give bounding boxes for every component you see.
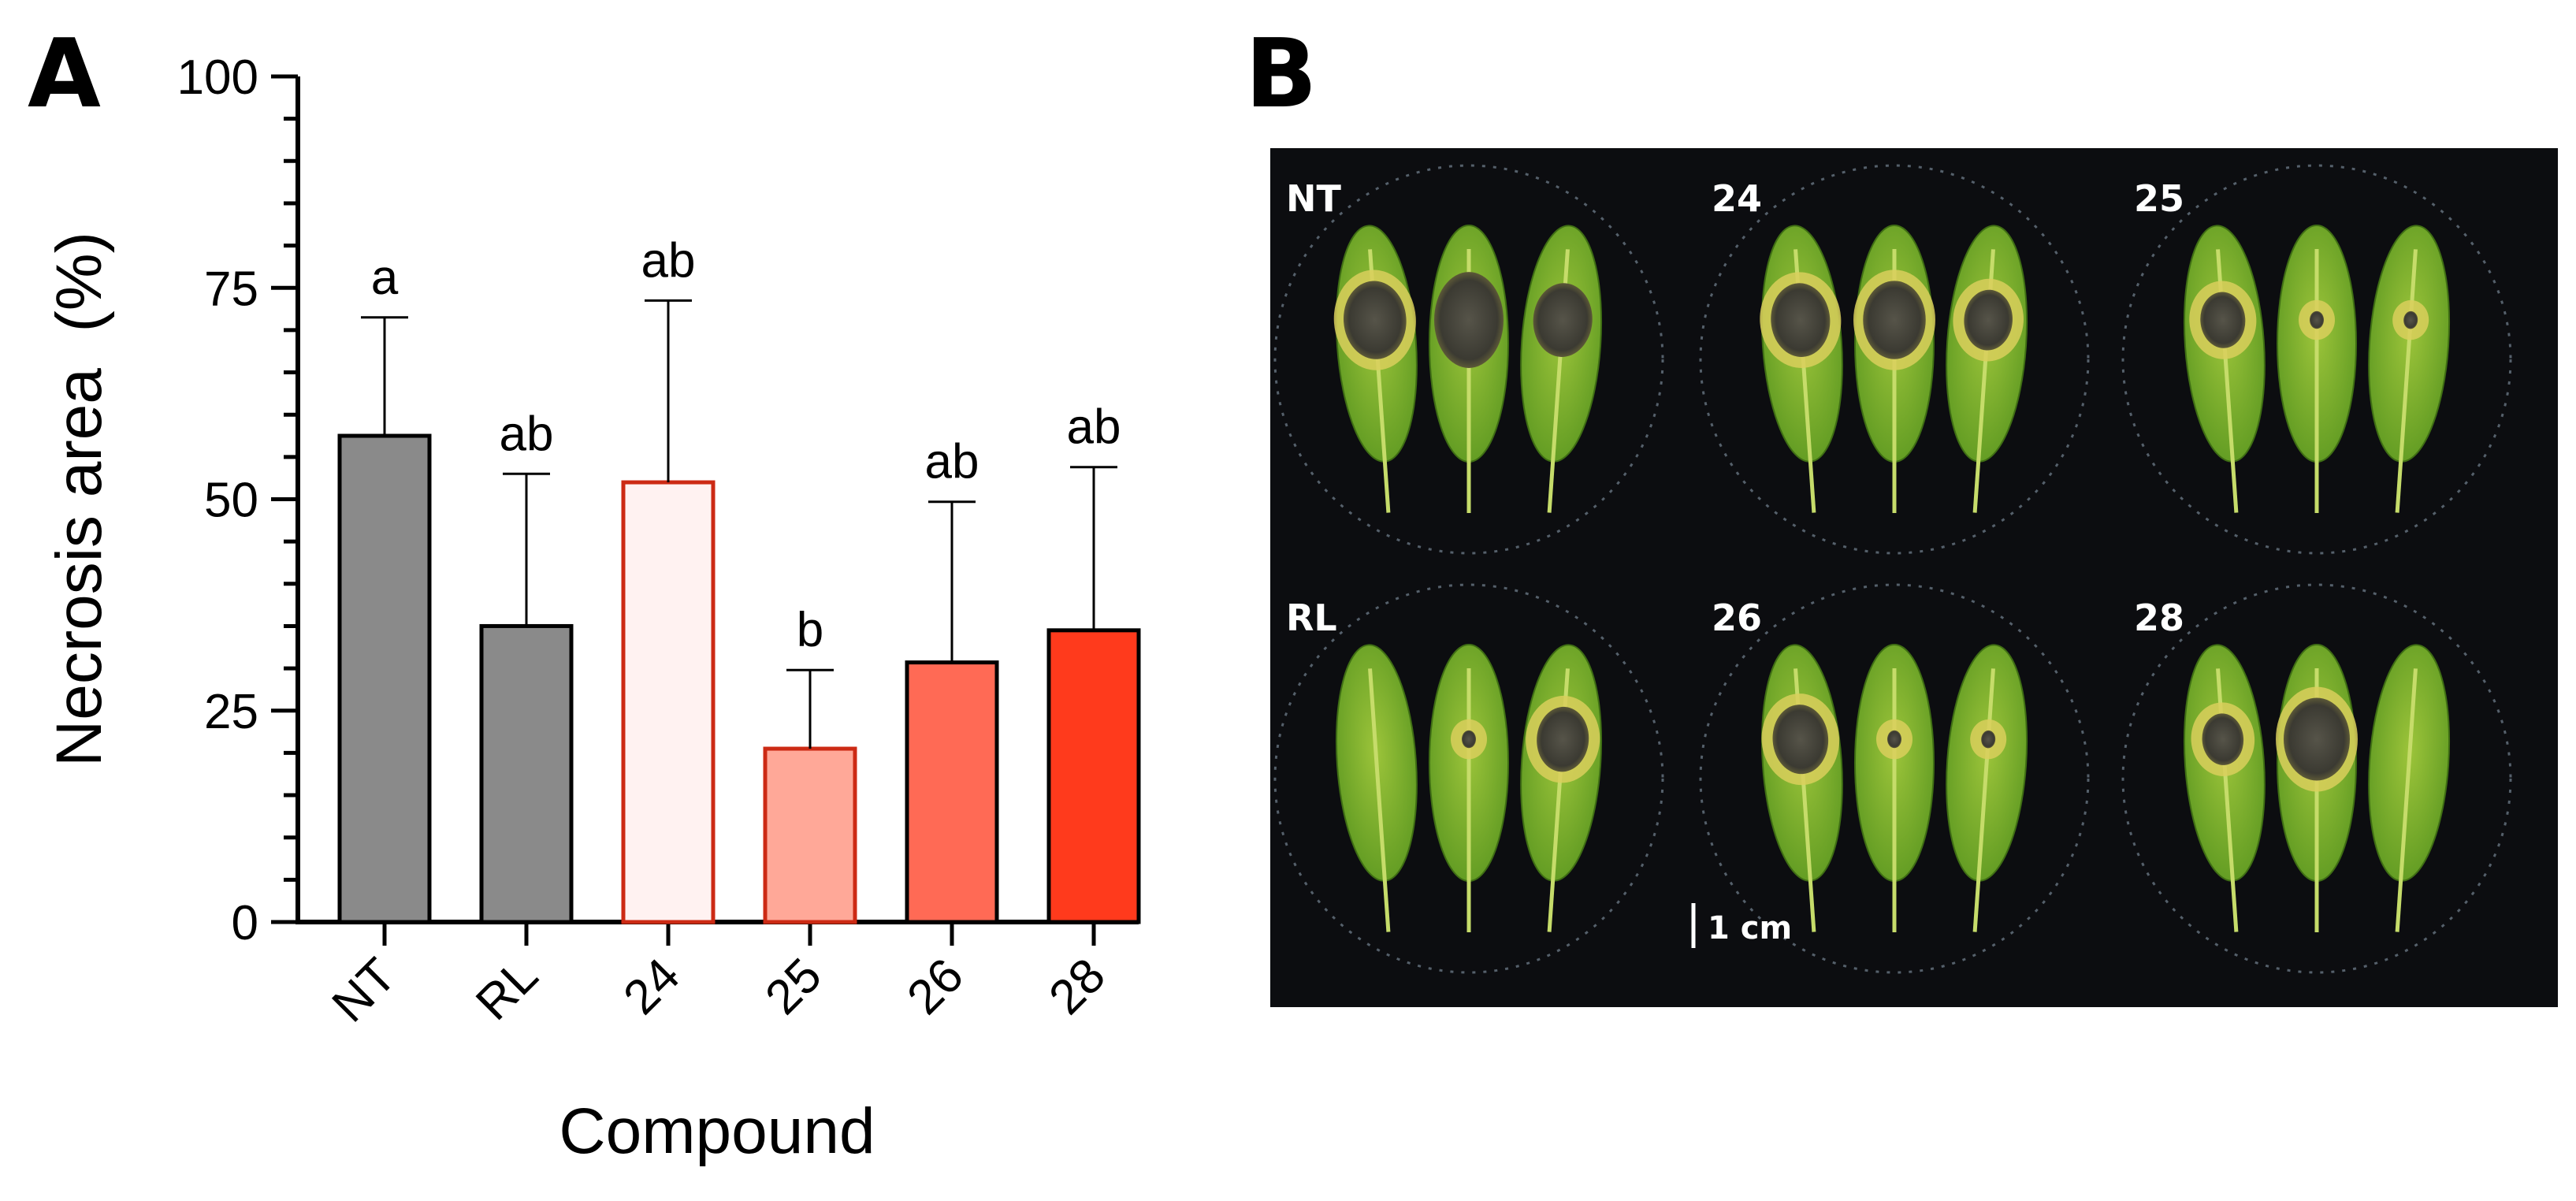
leaf — [1946, 225, 2028, 513]
panel-a: A 0 25 50 75 100 NT RL 24 25 26 28 a ab ab b ab ab Comp… — [0, 0, 1166, 1197]
scale-bar: 1 cm — [1691, 903, 1792, 948]
dish-label-NT: NT — [1286, 177, 1341, 220]
leaf — [2277, 225, 2357, 513]
y-tick-label: 75 — [204, 262, 258, 316]
leaf — [1335, 644, 1418, 932]
leaf — [1760, 225, 1843, 513]
leaf — [1853, 225, 1935, 513]
necrotic-lesion — [1434, 272, 1504, 368]
bar-24 — [621, 480, 716, 924]
leaf — [2183, 225, 2266, 513]
y-tick-label: 25 — [204, 685, 258, 739]
petri-dishes — [1273, 164, 2512, 974]
x-axis-title: Compound — [559, 1095, 875, 1167]
dish-labels: NT 24 25 RL 26 28 — [1286, 177, 2184, 639]
necrotic-lesion — [1771, 283, 1831, 357]
leaf — [1854, 644, 1935, 932]
petri-dish-RL — [1273, 583, 1664, 974]
dish-inner-rim — [2121, 583, 2512, 974]
chart-significance-letters: a ab ab b ab ab — [371, 233, 1121, 657]
petri-dish-25 — [2121, 164, 2512, 555]
necrotic-lesion — [2403, 310, 2418, 329]
petri-dish-photo: NT 24 25 RL 26 28 1 cm — [1273, 164, 2512, 974]
leaf — [2276, 644, 2358, 932]
y-tick-label: 50 — [204, 474, 258, 528]
leaf — [2368, 225, 2451, 513]
necrotic-lesion — [1462, 730, 1476, 749]
leaf-midrib — [2395, 668, 2418, 932]
leaf-photo-panel: NT 24 25 RL 26 28 1 cm — [1270, 148, 2558, 1007]
leaf-midrib — [2395, 249, 2418, 513]
dish-label-25: 25 — [2134, 177, 2184, 220]
petri-dish-28 — [2121, 583, 2512, 974]
bar-RL — [479, 623, 574, 924]
scale-bar-label: 1 cm — [1708, 910, 1792, 946]
leaf — [1333, 225, 1418, 513]
necrotic-lesion — [2202, 713, 2244, 765]
necrotic-lesion — [1772, 705, 1829, 775]
leaf — [1760, 644, 1843, 932]
dish-inner-rim — [2121, 164, 2512, 555]
chart-axes: 0 25 50 75 100 NT RL 24 25 26 28 — [177, 50, 1139, 1032]
necrotic-lesion — [2200, 292, 2246, 348]
petri-dish-24 — [1699, 164, 2090, 555]
y-tick-label: 0 — [232, 896, 258, 950]
panel-a-letter: A — [28, 20, 101, 129]
necrotic-lesion — [1344, 281, 1407, 359]
chart-bars — [337, 433, 1141, 924]
necrotic-lesion — [1981, 730, 1996, 749]
dish-label-RL: RL — [1286, 597, 1337, 639]
significance-letter-RL: ab — [500, 407, 554, 461]
significance-letter-NT: a — [371, 251, 399, 305]
necrosis-bar-chart: 0 25 50 75 100 NT RL 24 25 26 28 a ab ab b ab ab Compou… — [43, 50, 1141, 1167]
necrotic-lesion — [2310, 310, 2324, 329]
bar-25 — [763, 746, 857, 924]
dish-inner-rim — [1273, 164, 1664, 555]
necrotic-lesion — [1964, 289, 2013, 351]
dish-label-24: 24 — [1712, 177, 1762, 220]
necrotic-lesion — [1533, 283, 1593, 357]
x-tick-label-24: 24 — [613, 948, 690, 1025]
leaf — [1946, 644, 2028, 932]
chart-error-bars — [361, 299, 1117, 749]
leaf — [1520, 644, 1603, 932]
dish-label-26: 26 — [1712, 597, 1762, 639]
necrotic-lesion — [1887, 730, 1901, 749]
dish-inner-rim — [1273, 583, 1664, 974]
bar-28 — [1046, 628, 1141, 924]
x-tick-label-NT: NT — [322, 948, 407, 1032]
leaf-midrib — [1972, 668, 1995, 932]
dish-label-28: 28 — [2134, 597, 2184, 639]
significance-letter-28: ab — [1067, 400, 1121, 455]
bar-NT — [337, 433, 432, 924]
petri-dish-NT — [1273, 164, 1664, 555]
necrotic-lesion — [1863, 281, 1926, 359]
dish-inner-rim — [1699, 164, 2090, 555]
significance-letter-26: ab — [925, 435, 979, 489]
x-tick-label-RL: RL — [466, 948, 548, 1031]
dish-inner-rim — [1699, 583, 2090, 974]
x-tick-label-28: 28 — [1039, 948, 1116, 1025]
necrotic-lesion — [2284, 697, 2350, 781]
leaf — [1429, 225, 1509, 513]
x-tick-label-25: 25 — [755, 948, 832, 1025]
leaf — [1520, 225, 1603, 513]
leaf-midrib — [1368, 668, 1391, 932]
y-axis-title: Necrosis area (%) — [43, 232, 115, 767]
petri-dish-26 — [1699, 583, 2090, 974]
leaf — [2183, 644, 2266, 932]
significance-letter-24: ab — [641, 233, 696, 288]
panel-b-letter: B — [1245, 20, 1318, 129]
leaf — [1429, 644, 1509, 932]
chart-axis-labels: Compound Necrosis area (%) — [43, 232, 875, 1167]
leaf — [2368, 644, 2451, 932]
necrotic-lesion — [1537, 706, 1589, 772]
x-tick-label-26: 26 — [897, 948, 974, 1025]
bar-26 — [905, 660, 999, 924]
y-tick-label: 100 — [177, 50, 258, 105]
significance-letter-25: b — [797, 603, 823, 657]
